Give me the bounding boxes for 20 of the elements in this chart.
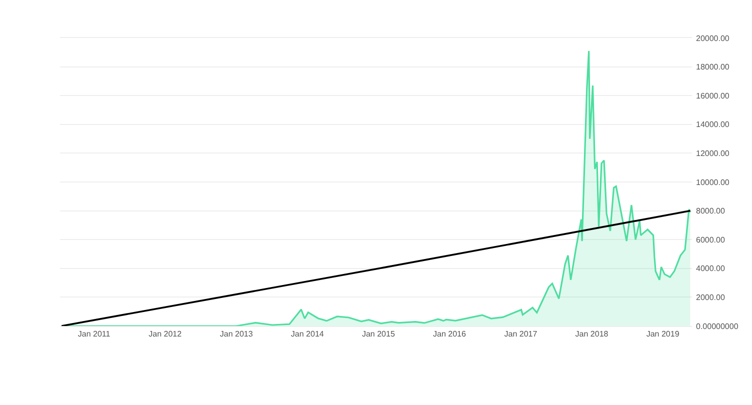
y-tick-label: 8000.00 [696, 206, 726, 216]
x-tick-label: Jan 2017 [504, 330, 538, 339]
y-tick-label: 6000.00 [696, 235, 726, 244]
y-tick-label: 12000.00 [696, 149, 730, 158]
y-tick-label: 14000.00 [696, 120, 730, 130]
x-tick-label: Jan 2012 [148, 330, 182, 339]
x-tick-label: Jan 2013 [220, 330, 254, 339]
x-tick-label: Jan 2014 [290, 330, 324, 339]
y-tick-label: 20000.00 [696, 34, 730, 43]
y-tick-label: 0.00000000 [696, 322, 739, 331]
y-tick-label: 10000.00 [696, 178, 730, 187]
x-tick-label: Jan 2019 [646, 330, 680, 339]
x-tick-label: Jan 2018 [575, 330, 609, 339]
y-tick-label: 2000.00 [696, 293, 726, 302]
x-tick-label: Jan 2011 [78, 330, 111, 339]
y-tick-label: 18000.00 [696, 62, 730, 72]
x-tick-label: Jan 2016 [433, 330, 466, 339]
y-tick-label: 16000.00 [696, 91, 730, 100]
y-tick-label: 4000.00 [696, 264, 726, 274]
x-tick-label: Jan 2015 [362, 330, 396, 339]
